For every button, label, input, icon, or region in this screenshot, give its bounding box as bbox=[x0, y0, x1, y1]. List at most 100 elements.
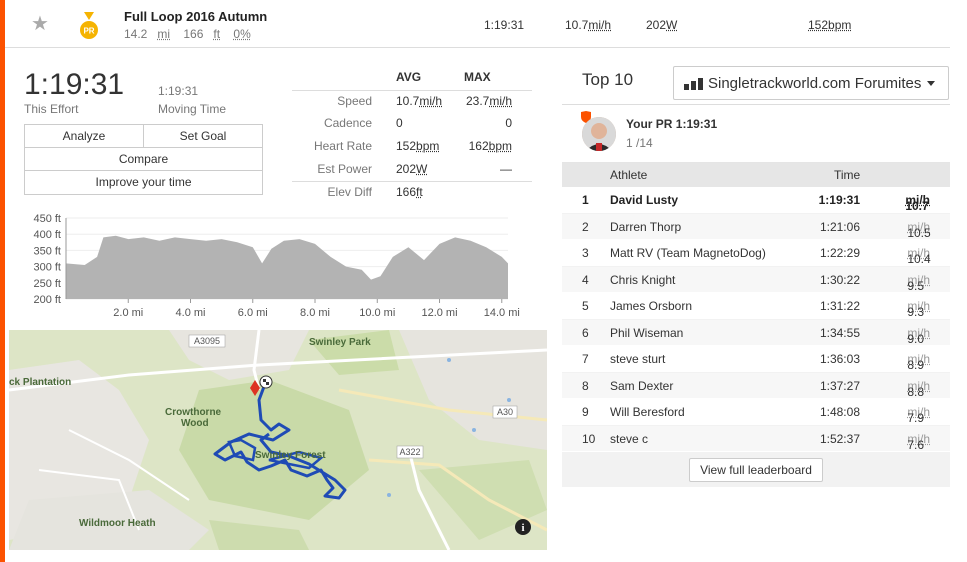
leaderboard-row[interactable]: 4 Chris Knight 1:30:22 9.5 mi/h bbox=[562, 266, 950, 293]
segment-map[interactable]: A3095 Swinley Park ck Plantation Crowtho… bbox=[9, 330, 547, 550]
max-header: MAX bbox=[464, 70, 491, 84]
leaderboard-rank: 2 bbox=[582, 219, 589, 234]
your-pr-box: Your PR 1:19:31 1 /14 bbox=[562, 105, 950, 163]
map-canvas[interactable]: A3095 Swinley Park ck Plantation Crowtho… bbox=[9, 330, 547, 550]
leaderboard-athlete-link[interactable]: Will Beresford bbox=[610, 405, 685, 419]
elevation-y-tick: 350 ft bbox=[33, 245, 61, 257]
leaderboard-athlete-link[interactable]: David Lusty bbox=[610, 193, 679, 207]
elevation-x-tick: 2.0 mi bbox=[113, 307, 143, 319]
leaderboard-row[interactable]: 5 James Orsborn 1:31:22 9.3 mi/h bbox=[562, 293, 950, 319]
effort-action-buttons: Analyze Set Goal Compare Improve your ti… bbox=[24, 124, 263, 195]
elevation-y-tick: 300 ft bbox=[33, 262, 61, 274]
your-pr-rank: 1 /14 bbox=[626, 136, 653, 150]
map-label-wood: Wood bbox=[181, 418, 209, 429]
elevation-chart[interactable]: 200 ft 250 ft 300 ft 350 ft 400 ft 450 ft 2.0… bbox=[24, 210, 524, 322]
leaderboard-time: 1:19:31 bbox=[818, 193, 860, 207]
pr-medal-text: PR bbox=[83, 27, 94, 36]
header-power: 202W bbox=[646, 18, 678, 32]
header-time: 1:19:31 bbox=[484, 18, 525, 32]
stat-avg: 152bpm bbox=[396, 139, 440, 153]
elevation-area bbox=[66, 235, 508, 299]
club-select-value: Singletrackworld.com Forumites bbox=[708, 75, 922, 92]
segment-summary: 14.2 mi 166 ft 0% bbox=[124, 27, 261, 41]
leaderboard-speed: 9.3 mi/h bbox=[907, 299, 930, 319]
leaderboard-row[interactable]: 3 Matt RV (Team MagnetoDog) 1:22:29 10.4 mi/… bbox=[562, 240, 950, 266]
leaderboard-athlete-link[interactable]: Matt RV (Team MagnetoDog) bbox=[610, 246, 766, 260]
leaderboard-panel: Your PR 1:19:31 1 /14 Athlete Time 1 Davi… bbox=[562, 104, 950, 487]
stat-row: Elev Diff 166ft bbox=[292, 185, 532, 207]
leaderboard-athlete-link[interactable]: Chris Knight bbox=[610, 272, 676, 287]
elevation-x-tick: 8.0 mi bbox=[300, 307, 330, 319]
club-select-dropdown[interactable]: Singletrackworld.com Forumites bbox=[673, 66, 949, 100]
leaderboard-row[interactable]: 9 Will Beresford 1:48:08 7.9 mi/h bbox=[562, 399, 950, 425]
analyze-button[interactable]: Analyze bbox=[62, 129, 106, 143]
leaderboard-speed: 8.8 mi/h bbox=[907, 378, 930, 399]
leaderboard-rank: 6 bbox=[582, 325, 589, 340]
leaderboard-speed: 9.0 mi/h bbox=[907, 325, 930, 346]
leaderboard-rank: 9 bbox=[582, 405, 589, 419]
leaderboard-speed: 10.7 mi/h bbox=[905, 193, 930, 213]
moving-time-label: Moving Time bbox=[158, 102, 227, 116]
col-time: Time bbox=[834, 168, 861, 182]
avatar[interactable] bbox=[582, 117, 616, 151]
leaderboard-time: 1:22:29 bbox=[819, 246, 860, 260]
pr-medal-icon: PR bbox=[80, 12, 98, 39]
map-label-plantation: ck Plantation bbox=[9, 377, 71, 388]
leaderboard-footer: View full leaderboard bbox=[562, 453, 950, 487]
set-goal-button[interactable]: Set Goal bbox=[143, 125, 262, 147]
chevron-down-icon bbox=[927, 81, 935, 86]
leaderboard-time: 1:37:27 bbox=[819, 378, 860, 393]
leaderboard-row[interactable]: 1 David Lusty 1:19:31 10.7 mi/h bbox=[562, 187, 950, 213]
leaderboard-time: 1:48:08 bbox=[819, 405, 860, 419]
star-icon[interactable]: ★ bbox=[31, 13, 49, 35]
elevation-x-tick: 6.0 mi bbox=[238, 307, 268, 319]
view-full-leaderboard-button[interactable]: View full leaderboard bbox=[689, 458, 823, 482]
segment-distance: 14.2 mi bbox=[124, 27, 171, 41]
effort-elapsed-label: This Effort bbox=[24, 102, 79, 116]
header-heartrate: 152bpm bbox=[808, 18, 852, 32]
leaderboard-row[interactable]: 2 Darren Thorp 1:21:06 10.5 mi/h bbox=[562, 213, 950, 240]
map-label-a3095: A3095 bbox=[194, 336, 220, 346]
stat-label: Elev Diff bbox=[327, 185, 372, 199]
start-marker-icon bbox=[250, 380, 260, 396]
elevation-y-tick: 250 ft bbox=[33, 278, 61, 290]
leaderboard-athlete-link[interactable]: Phil Wiseman bbox=[610, 325, 684, 340]
accent-bar bbox=[0, 0, 5, 562]
elevation-y-tick: 200 ft bbox=[33, 294, 61, 306]
stat-row: Heart Rate 152bpm 162bpm bbox=[292, 139, 532, 161]
stat-label: Cadence bbox=[323, 116, 372, 130]
leaderboard-row[interactable]: 8 Sam Dexter 1:37:27 8.8 mi/h bbox=[562, 372, 950, 399]
leaderboard-row[interactable]: 7 steve sturt 1:36:03 8.9 mi/h bbox=[562, 346, 950, 372]
leaderboard-athlete-link[interactable]: Darren Thorp bbox=[610, 219, 682, 234]
segment-grade: 0% bbox=[233, 27, 251, 41]
col-athlete: Athlete bbox=[610, 168, 648, 182]
leaderboard-time: 1:30:22 bbox=[819, 272, 860, 287]
leaderboard-athlete-link[interactable]: steve sturt bbox=[610, 352, 666, 366]
stat-max: 162bpm bbox=[468, 139, 512, 153]
header-speed: 10.7mi/h bbox=[565, 18, 612, 32]
leaderboard-athlete-link[interactable]: steve c bbox=[610, 431, 649, 446]
your-pr-label: Your PR 1:19:31 bbox=[626, 117, 718, 131]
avg-header: AVG bbox=[396, 70, 422, 84]
leaderboard-header: Athlete Time bbox=[562, 163, 950, 187]
elevation-y-tick: 450 ft bbox=[33, 213, 61, 225]
leaderboard-row[interactable]: 6 Phil Wiseman 1:34:55 9.0 mi/h bbox=[562, 319, 950, 346]
leaderboard-athlete-link[interactable]: Sam Dexter bbox=[610, 378, 674, 393]
stat-max: — bbox=[500, 162, 512, 176]
leaderboard-athlete-link[interactable]: James Orsborn bbox=[610, 299, 693, 313]
segment-header-row[interactable]: ★ PR Full Loop 2016 Autumn 14.2 mi 166 ft … bbox=[5, 0, 950, 48]
leaderboard-speed: 8.9 mi/h bbox=[907, 352, 930, 372]
leaderboard-row[interactable]: 10 steve c 1:52:37 7.6 mi/h bbox=[562, 425, 950, 452]
stat-label: Est Power bbox=[317, 162, 372, 176]
leaderboard-rank: 5 bbox=[582, 299, 589, 313]
elevation-y-tick: 400 ft bbox=[33, 229, 61, 241]
svg-text:i: i bbox=[521, 522, 524, 534]
segment-name[interactable]: Full Loop 2016 Autumn bbox=[124, 9, 268, 24]
map-label-swinley-forest: Swinley Forest bbox=[255, 450, 326, 461]
stat-avg: 166ft bbox=[396, 185, 423, 199]
compare-button[interactable]: Compare bbox=[118, 152, 169, 166]
leaderboard-speed: 7.6 mi/h bbox=[907, 431, 930, 452]
stat-max: 0 bbox=[505, 116, 512, 130]
improve-time-button[interactable]: Improve your time bbox=[95, 175, 192, 189]
leaderboard-rank: 1 bbox=[582, 193, 589, 207]
